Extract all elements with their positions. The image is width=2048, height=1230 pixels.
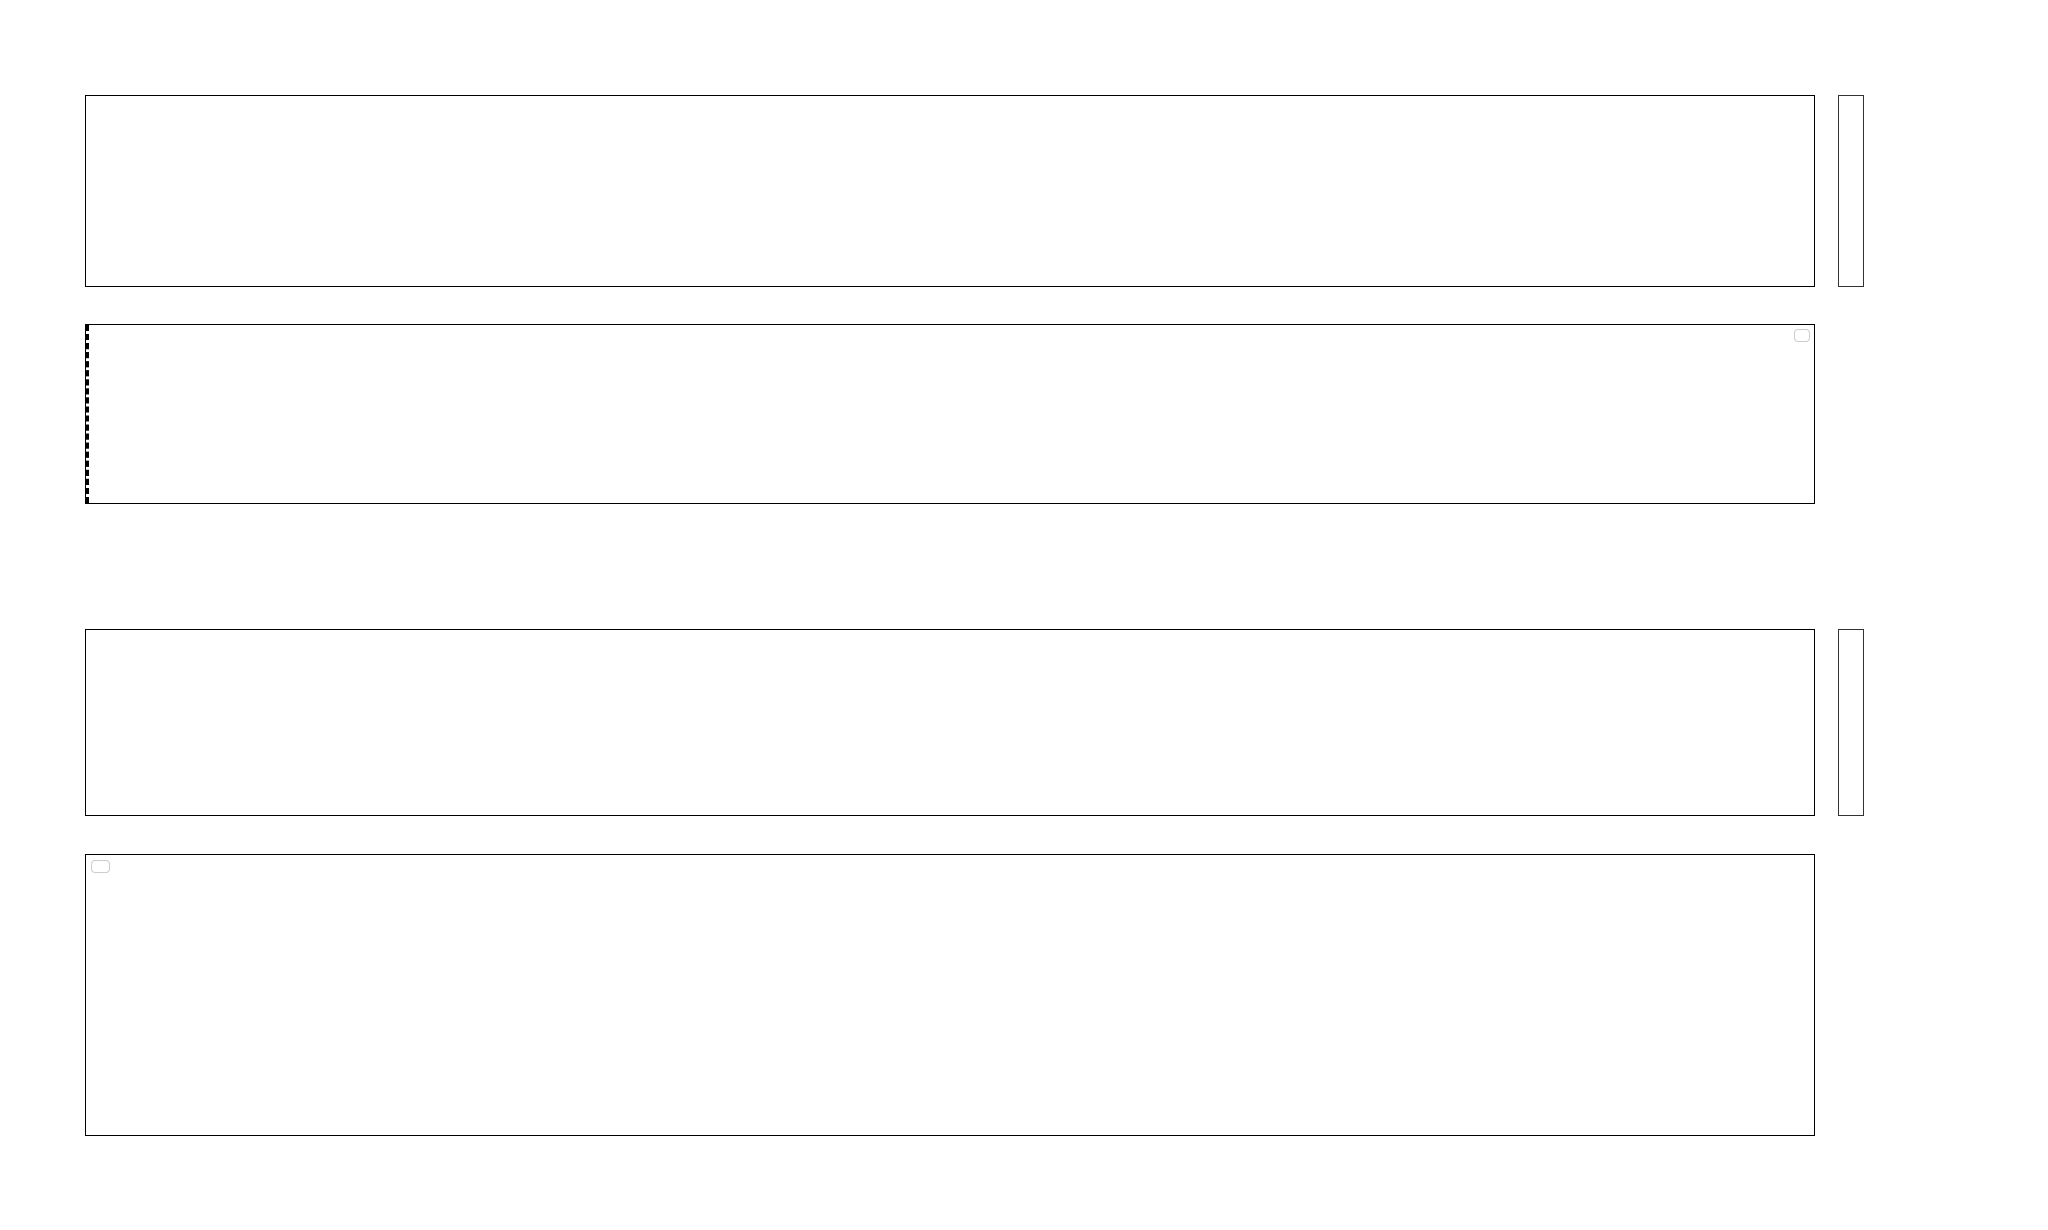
melt-phase-colorbar [1838,324,1860,504]
vh-backscatter-heatmap [85,95,1815,287]
zcp-end-line [86,325,89,503]
eos-der-marker-dot [86,325,96,335]
melt-phases-heatmap [85,324,1815,504]
vh-colorbar [1838,95,1864,287]
temperature-plot [85,854,1815,1136]
temperature-legend [91,860,110,873]
melt-phases-legend [1794,329,1810,342]
melt-phase-category-legend [1862,324,2048,504]
ndsi-colorbar [1838,629,1864,816]
ndsi-heatmap [85,629,1815,816]
temperature-series-svg [86,855,1814,1135]
